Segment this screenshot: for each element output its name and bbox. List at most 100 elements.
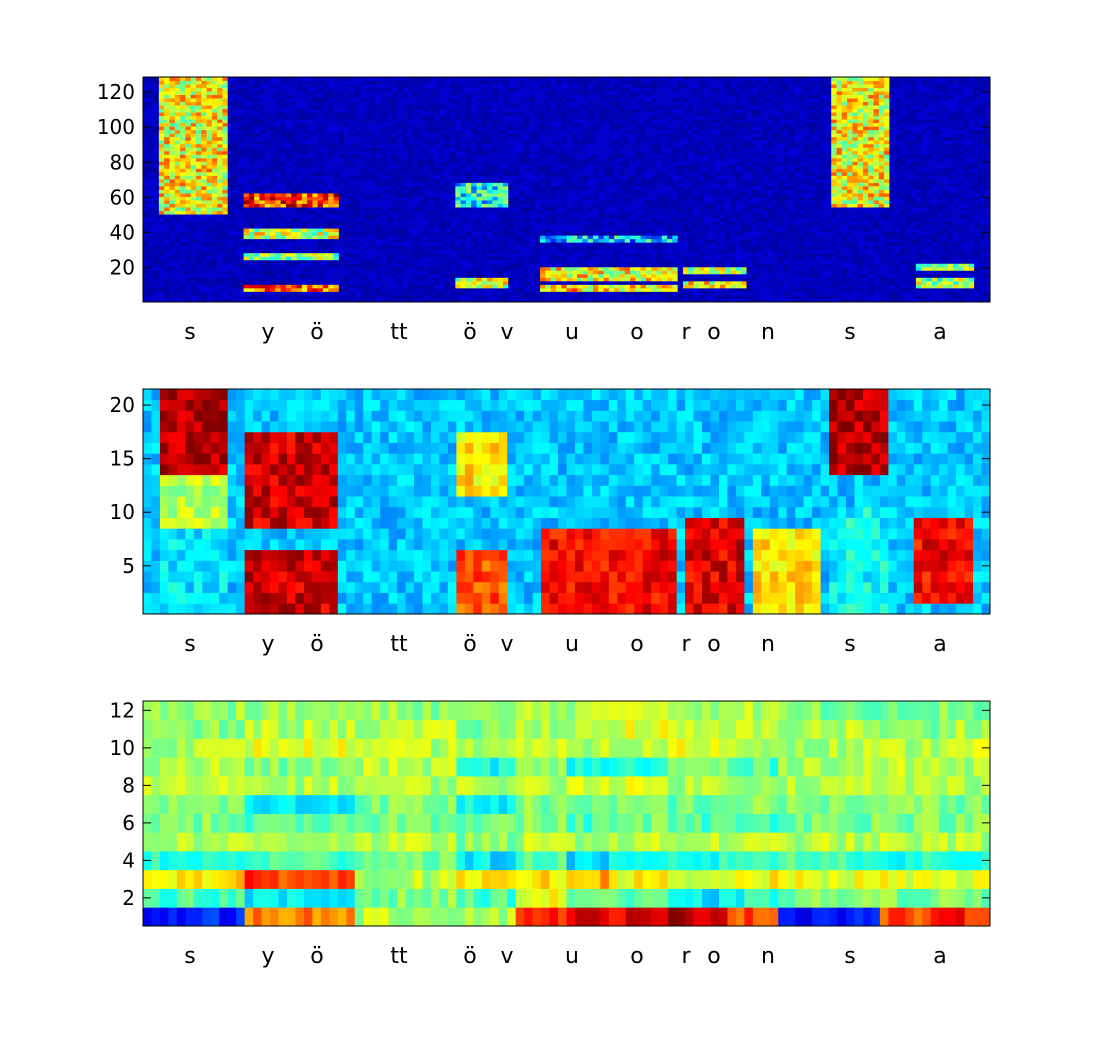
heatmap-cell xyxy=(397,217,403,222)
heatmap-cell xyxy=(439,252,446,257)
heatmap-cell xyxy=(979,203,986,208)
heatmap-cell xyxy=(296,200,303,204)
spectrogram-cells xyxy=(143,77,991,303)
heatmap-cell xyxy=(360,238,366,243)
heatmap-cell xyxy=(190,291,197,296)
heatmap-cell xyxy=(566,228,573,233)
heatmap-cell xyxy=(608,298,615,303)
heatmap-cell xyxy=(195,203,202,208)
heatmap-cell xyxy=(412,235,419,240)
heatmap-cell xyxy=(227,273,234,278)
heatmap-cell xyxy=(487,242,493,247)
heatmap-cell xyxy=(407,207,414,211)
heatmap-cell xyxy=(529,245,536,250)
heatmap-cell xyxy=(412,228,419,233)
heatmap-cell xyxy=(852,235,859,240)
heatmap-cell xyxy=(963,242,970,247)
heatmap-cell xyxy=(974,298,980,303)
heatmap-cell xyxy=(868,193,874,197)
heatmap-cell xyxy=(481,228,488,233)
heatmap-cell xyxy=(577,238,583,243)
heatmap-cell xyxy=(232,238,239,243)
heatmap-cell xyxy=(714,245,721,250)
heatmap-cell xyxy=(259,221,266,226)
heatmap-cell xyxy=(397,210,403,215)
heatmap-cell xyxy=(688,231,694,236)
heatmap-cell xyxy=(884,298,890,303)
heatmap-cell xyxy=(984,287,991,292)
heatmap-cell xyxy=(788,252,795,257)
heatmap-cell xyxy=(481,235,488,240)
heatmap-cell xyxy=(767,263,774,268)
heatmap-cell xyxy=(391,210,398,215)
heatmap-cell xyxy=(937,294,943,299)
heatmap-cell xyxy=(428,249,435,254)
heatmap-cell xyxy=(963,277,970,282)
heatmap-cell xyxy=(195,242,202,247)
heatmap-cell xyxy=(741,238,747,243)
heatmap-cell xyxy=(767,291,774,296)
heatmap-cell xyxy=(487,203,493,208)
heatmap-cell xyxy=(513,280,520,285)
heatmap-cell xyxy=(762,231,769,236)
heatmap-cell xyxy=(402,256,409,261)
heatmap-cell xyxy=(248,228,255,233)
heatmap-cell xyxy=(884,228,890,233)
heatmap-cell xyxy=(598,284,604,289)
heatmap-cell xyxy=(931,245,938,250)
heatmap-cell xyxy=(460,214,467,219)
heatmap-cell xyxy=(365,287,372,292)
heatmap-cell xyxy=(259,228,266,233)
heatmap-cell xyxy=(185,203,192,208)
heatmap-cell xyxy=(317,291,324,296)
heatmap-cell xyxy=(259,256,266,261)
heatmap-cell xyxy=(434,224,440,229)
heatmap-cell xyxy=(979,277,986,282)
heatmap-cell xyxy=(217,203,223,208)
heatmap-cell xyxy=(645,256,652,261)
heatmap-cell xyxy=(661,235,668,240)
heatmap-cell xyxy=(630,287,636,292)
heatmap-cell xyxy=(370,224,377,229)
heatmap-cell xyxy=(656,277,663,282)
heatmap-cell xyxy=(555,214,562,219)
heatmap-cell xyxy=(566,242,573,247)
heatmap-cell xyxy=(794,210,800,215)
heatmap-cell xyxy=(460,298,467,303)
heatmap-cell xyxy=(778,193,784,197)
heatmap-cell xyxy=(651,294,657,299)
heatmap-cell xyxy=(534,228,541,233)
heatmap-cell xyxy=(354,207,361,211)
heatmap-cell xyxy=(264,196,271,201)
heatmap-cell xyxy=(735,242,742,247)
heatmap-cell xyxy=(312,291,319,296)
heatmap-cell xyxy=(148,277,154,282)
heatmap-cell xyxy=(370,200,377,204)
heatmap-cell xyxy=(698,238,705,243)
heatmap-cell xyxy=(614,196,620,201)
heatmap-cell xyxy=(635,298,642,303)
heatmap-cell xyxy=(248,200,255,204)
heatmap-cell xyxy=(963,193,970,197)
heatmap-cell xyxy=(704,294,710,299)
heatmap-cell xyxy=(481,242,488,247)
heatmap-cell xyxy=(645,298,652,303)
heatmap-cell xyxy=(709,284,716,289)
heatmap-cell xyxy=(915,203,922,208)
heatmap-cell xyxy=(248,287,255,292)
heatmap-cell xyxy=(751,221,758,226)
heatmap-cell xyxy=(624,252,631,257)
heatmap-cell xyxy=(619,193,626,197)
heatmap-cell xyxy=(693,259,700,264)
heatmap-cell xyxy=(545,280,552,285)
heatmap-cell xyxy=(428,214,435,219)
heatmap-cell xyxy=(487,231,493,236)
heatmap-cell xyxy=(143,207,149,211)
heatmap-cell xyxy=(630,273,636,278)
heatmap-cell xyxy=(878,231,885,236)
heatmap-cell xyxy=(931,228,938,233)
heatmap-cell xyxy=(360,298,366,303)
heatmap-cell xyxy=(937,242,943,247)
heatmap-cell xyxy=(502,196,509,201)
heatmap-cell xyxy=(682,291,689,296)
